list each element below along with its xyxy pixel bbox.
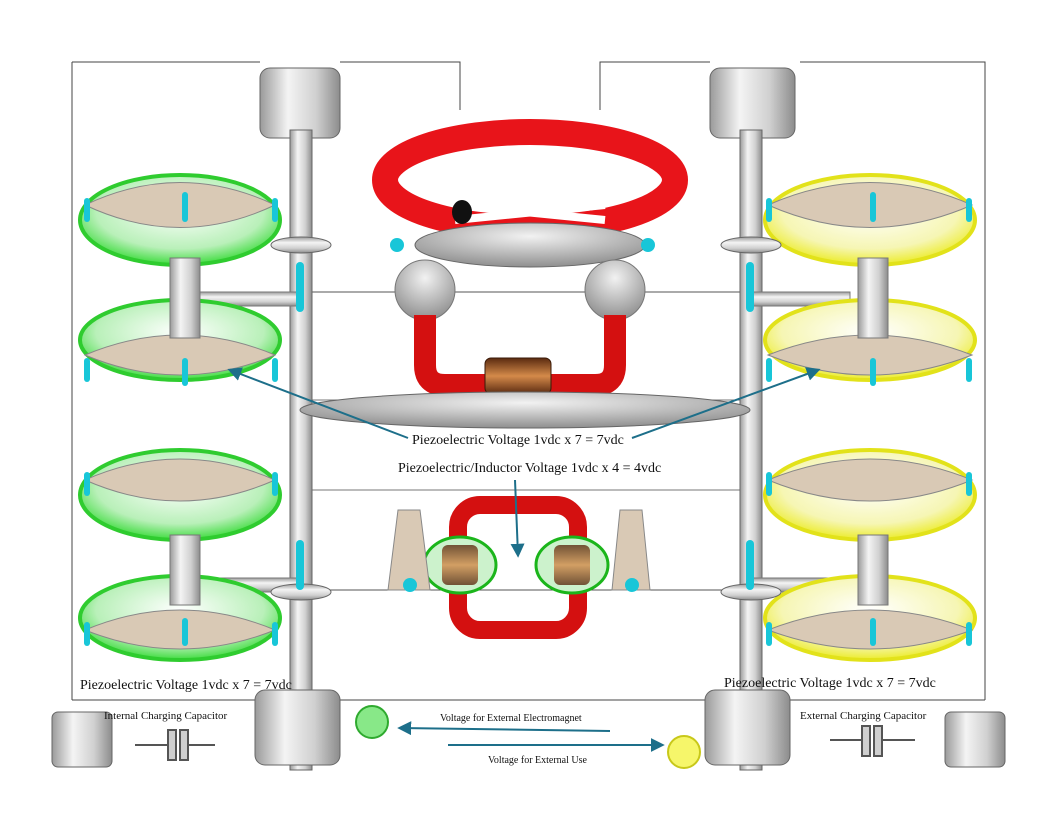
shaft-collars — [270, 236, 782, 601]
label-voltage-external-use: Voltage for External Use — [488, 755, 587, 766]
green-disc-3 — [78, 448, 282, 542]
label-internal-capacitor: Internal Charging Capacitor — [104, 710, 228, 722]
capacitor-icon-right — [830, 725, 915, 757]
yellow-indicator-icon — [667, 735, 701, 769]
lower-inductor-loop — [387, 496, 651, 639]
arrow-right-piezo — [631, 367, 821, 439]
middle-lens-plate — [299, 391, 751, 429]
yellow-disc-3 — [763, 448, 977, 542]
label-external-capacitor: External Charging Capacitor — [800, 710, 927, 722]
right-piezo-stack — [763, 173, 977, 662]
label-piezo-center: Piezoelectric Voltage 1vdc x 7 = 7vdc — [412, 433, 624, 448]
arrow-to-electromagnet — [397, 721, 611, 736]
green-disc-4 — [78, 574, 282, 662]
left-shaft — [254, 67, 341, 771]
green-disc-1 — [78, 173, 282, 267]
label-voltage-electromagnet: Voltage for External Electromagnet — [440, 713, 582, 724]
green-disc-2 — [78, 298, 282, 386]
capacitor-icon — [135, 729, 215, 761]
label-piezo-inductor: Piezoelectric/Inductor Voltage 1vdc x 4 … — [398, 461, 662, 476]
upper-inductor-loop — [414, 315, 626, 396]
yellow-disc-4 — [763, 574, 977, 662]
green-indicator-icon — [355, 705, 389, 739]
voltage-arrows — [227, 367, 821, 752]
arrow-left-piezo — [227, 367, 409, 439]
right-shaft — [704, 67, 796, 771]
left-piezo-stack — [78, 173, 282, 662]
bottom-feet — [51, 711, 1006, 768]
label-piezo-left: Piezoelectric Voltage 1vdc x 7 = 7vdc — [80, 678, 292, 693]
arrow-down-inductor — [510, 479, 525, 558]
yellow-disc-2 — [763, 298, 977, 386]
yellow-disc-1 — [763, 173, 977, 267]
label-piezo-right: Piezoelectric Voltage 1vdc x 7 = 7vdc — [724, 676, 936, 691]
